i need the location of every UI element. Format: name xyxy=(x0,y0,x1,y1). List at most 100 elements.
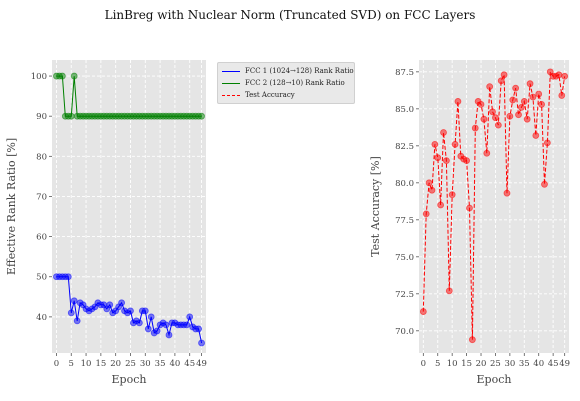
data-point xyxy=(492,114,499,122)
data-point xyxy=(526,80,534,88)
data-point xyxy=(70,72,78,80)
y-tick-label: 60 xyxy=(36,233,47,243)
data-point xyxy=(106,301,114,309)
x-tick-label: 45 xyxy=(548,359,559,369)
data-point xyxy=(471,124,479,132)
y-tick-label: 87.5 xyxy=(395,68,414,78)
y-tick-label: 40 xyxy=(36,313,47,323)
x-tick-label: 25 xyxy=(490,359,501,369)
data-point xyxy=(419,308,427,315)
legend-item-accuracy: Test Accuracy xyxy=(222,89,350,101)
data-point xyxy=(489,108,496,116)
data-point xyxy=(486,83,494,91)
data-point xyxy=(561,72,569,80)
data-point xyxy=(147,313,155,321)
legend-item-fcc1: FCC 1 (1024→128) Rank Ratio xyxy=(222,65,354,77)
data-point xyxy=(64,273,72,281)
data-point xyxy=(500,71,508,79)
x-tick-label: 25 xyxy=(125,359,136,369)
data-point xyxy=(186,313,194,321)
legend-label-fcc2: FCC 2 (128→10) Rank Ratio xyxy=(245,79,345,87)
data-point xyxy=(443,157,450,165)
accuracy-panel: 0 5 10 15 20 25 30 35 40 45 49 70.0 72.5 75.0 77.5 80.0… xyxy=(369,60,570,386)
data-point xyxy=(512,84,520,92)
data-point xyxy=(515,111,522,119)
data-point xyxy=(535,90,543,98)
data-point xyxy=(162,321,170,329)
x-axis-label: Epoch xyxy=(477,373,512,386)
data-point xyxy=(529,93,537,101)
data-point xyxy=(541,180,548,188)
data-point xyxy=(183,321,191,329)
data-point xyxy=(503,189,511,197)
data-point xyxy=(494,121,502,129)
y-tick-label: 72.5 xyxy=(395,290,414,300)
data-point xyxy=(480,115,488,123)
x-tick-label: 45 xyxy=(184,359,195,369)
y-tick-label: 100 xyxy=(31,72,47,82)
data-point xyxy=(538,100,545,108)
legend-item-fcc2: FCC 2 (128→10) Rank Ratio xyxy=(222,77,350,89)
data-point xyxy=(67,309,75,317)
y-tick-label: 70 xyxy=(36,192,47,202)
data-point xyxy=(543,139,551,147)
legend-label-fcc1: FCC 1 (1024→128) Rank Ratio xyxy=(245,67,354,75)
data-point xyxy=(73,317,81,325)
data-point xyxy=(518,103,525,111)
data-point xyxy=(425,179,433,187)
data-point xyxy=(135,319,143,327)
data-point xyxy=(477,100,485,108)
data-point xyxy=(497,77,505,85)
data-point xyxy=(67,112,75,120)
data-point xyxy=(454,98,462,105)
data-point xyxy=(141,307,149,315)
y-tick-label: 75.0 xyxy=(395,253,414,263)
x-tick-label: 0 xyxy=(421,359,426,369)
x-tick-label: 10 xyxy=(81,359,92,369)
data-point xyxy=(463,157,470,165)
y-tick-label: 82.5 xyxy=(395,142,414,152)
data-point xyxy=(523,115,531,123)
x-axis-label: Epoch xyxy=(112,373,147,386)
x-tick-label: 0 xyxy=(54,359,59,369)
data-point xyxy=(428,186,436,194)
data-point xyxy=(422,210,430,218)
x-tick-label: 49 xyxy=(559,359,570,369)
figure-title: LinBreg with Nuclear Norm (Truncated SVD… xyxy=(104,8,476,22)
x-tick-label: 30 xyxy=(140,359,151,369)
data-point xyxy=(451,140,459,148)
y-tick-label: 85.0 xyxy=(395,105,414,115)
data-point xyxy=(434,154,442,162)
data-point xyxy=(483,149,491,157)
chart-legend: FCC 1 (1024→128) Rank Ratio FCC 2 (128→1… xyxy=(217,62,355,104)
y-tick-label: 90 xyxy=(36,112,47,122)
legend-swatch-fcc2 xyxy=(222,82,240,84)
data-point xyxy=(118,299,125,307)
data-point xyxy=(153,327,161,335)
y-tick-label: 77.5 xyxy=(395,216,414,226)
data-point xyxy=(440,129,447,136)
data-point xyxy=(445,287,453,295)
legend-label-accuracy: Test Accuracy xyxy=(245,91,295,99)
x-tick-label: 10 xyxy=(447,359,458,369)
data-point xyxy=(431,140,439,148)
data-point xyxy=(466,204,473,212)
data-point xyxy=(448,191,456,199)
x-tick-label: 15 xyxy=(461,359,472,369)
data-point xyxy=(532,132,540,139)
x-tick-label: 35 xyxy=(519,359,530,369)
x-tick-label: 15 xyxy=(95,359,106,369)
x-tick-label: 49 xyxy=(196,359,207,369)
rank-ratio-panel: 0 5 10 15 20 25 30 35 40 45 49405060708090100Epoch… xyxy=(5,60,207,386)
data-point xyxy=(70,297,78,305)
data-point xyxy=(144,325,152,333)
y-tick-label: 50 xyxy=(36,273,47,283)
x-tick-label: 40 xyxy=(169,359,180,369)
y-axis-label: Test Accuracy [%] xyxy=(369,156,382,257)
data-point xyxy=(437,201,445,209)
data-point xyxy=(198,339,205,347)
y-axis-label: Effective Rank Ratio [%] xyxy=(5,138,18,275)
y-tick-label: 80.0 xyxy=(395,179,414,189)
data-point xyxy=(509,96,517,104)
